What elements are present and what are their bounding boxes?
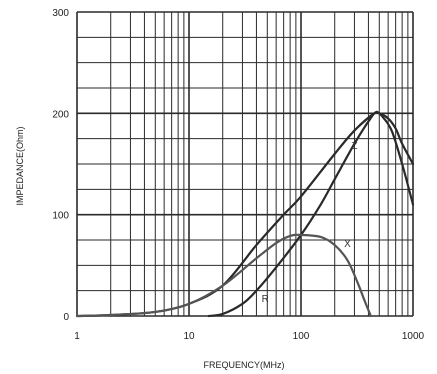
x-tick-label: 100	[293, 331, 310, 342]
curves	[75, 110, 415, 318]
curve-label-x: X	[344, 239, 351, 250]
tick-labels: 1 10 100 1000 0 100 200 300	[52, 8, 424, 342]
grid	[76, 11, 414, 317]
x-tick-label: 10	[183, 331, 195, 342]
y-tick-label: 0	[63, 312, 69, 323]
x-axis-title: FREQUENCY(MHz)	[204, 360, 285, 370]
series-line-x	[75, 233, 372, 318]
series-line-r	[207, 111, 415, 318]
curve-label-r: R	[262, 294, 269, 305]
curve-labels: Z X R	[262, 141, 358, 305]
y-axis-title: IMPEDANCE(Ohm)	[15, 126, 25, 205]
x-tick-label: 1	[74, 331, 80, 342]
curve-label-z: Z	[351, 141, 357, 152]
y-tick-label: 100	[52, 211, 69, 222]
y-tick-label: 300	[52, 8, 69, 19]
y-tick-label: 200	[52, 109, 69, 120]
x-tick-label: 1000	[402, 331, 425, 342]
